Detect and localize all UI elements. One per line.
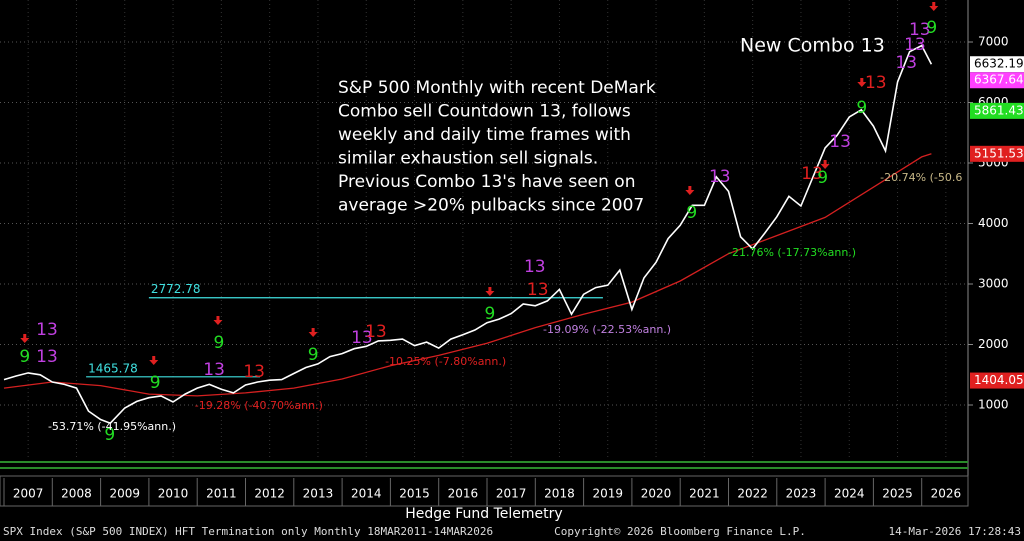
sell-arrow: [485, 287, 495, 297]
signal-label: 13: [203, 360, 225, 380]
signal-label: 13: [524, 257, 546, 277]
sell-arrow: [149, 355, 159, 365]
price-tag-label: 5151.53: [974, 146, 1024, 160]
note-line: average >20% pulbacks since 2007: [338, 196, 644, 216]
x-tick-label: 2011: [206, 487, 237, 501]
x-tick-label: 2023: [786, 487, 817, 501]
x-tick-label: 2024: [834, 487, 865, 501]
signal-label: 13: [909, 20, 931, 40]
x-tick-label: 2019: [592, 487, 623, 501]
note-line: Combo sell Countdown 13, follows: [338, 102, 631, 122]
x-tick-label: 2008: [61, 487, 92, 501]
footer-right: 14-Mar-2026 17:28:43: [889, 525, 1021, 538]
pullback-label: -20.74% (-50.6: [880, 171, 962, 184]
x-tick-label: 2018: [544, 487, 575, 501]
signal-label: 13: [895, 53, 917, 73]
x-tick-label: 2012: [254, 487, 285, 501]
price-tag: [970, 102, 1024, 119]
note-line: S&P 500 Monthly with recent DeMark: [338, 78, 656, 98]
price-tag: [970, 145, 1024, 162]
x-tick-label: 2016: [448, 487, 479, 501]
signal-label: 13: [527, 280, 549, 300]
price-tag: [970, 372, 1024, 389]
signal-label: 13: [365, 322, 387, 342]
pullback-label: -10.25% (-7.80%ann.): [385, 355, 506, 368]
signal-label: 13: [865, 73, 887, 93]
headline: New Combo 13: [740, 35, 885, 57]
signal-label: 13: [801, 164, 823, 184]
y-tick-label: 7000: [978, 34, 1009, 48]
signal-label: 9: [817, 168, 828, 188]
signal-label: 13: [36, 320, 58, 340]
footer-center: Copyright© 2026 Bloomberg Finance L.P.: [554, 525, 806, 538]
price-tag: [970, 72, 1024, 89]
signal-label: 13: [829, 132, 851, 152]
y-tick-label: 3000: [978, 276, 1009, 290]
note-line: Previous Combo 13's have seen on: [338, 172, 635, 192]
x-tick-label: 2021: [689, 487, 720, 501]
signal-label: 9: [19, 347, 30, 367]
sell-arrow: [857, 77, 867, 87]
x-tick-label: 2014: [351, 487, 382, 501]
sell-arrow: [685, 185, 695, 195]
x-tick-label: 2022: [737, 487, 768, 501]
series-line: [3, 44, 933, 425]
signal-label: 9: [484, 304, 495, 324]
sell-arrow: [308, 327, 318, 337]
price-tag-label: 5861.43: [974, 103, 1024, 117]
price-tag-label: 6367.64: [974, 73, 1024, 87]
sell-arrow: [20, 334, 30, 344]
signal-label: 13: [351, 328, 373, 348]
sell-arrow: [929, 1, 939, 11]
pullback-label: -19.28% (-40.70%ann.): [195, 399, 323, 412]
x-tick-label: 2010: [158, 487, 189, 501]
x-tick-label: 2007: [13, 487, 44, 501]
price-tag-label: 6632.19: [974, 57, 1024, 71]
x-tick-label: 2025: [882, 487, 913, 501]
y-tick-label: 1000: [978, 398, 1009, 412]
signal-label: 9: [308, 345, 319, 365]
signal-label: 13: [243, 362, 265, 382]
pullback-label: -53.71% (-41.95%ann.): [48, 420, 176, 433]
note-line: similar exhaustion sell signals.: [338, 149, 598, 169]
x-tick-label: 2026: [931, 487, 962, 501]
signal-label: 9: [856, 98, 867, 118]
x-axis-band: [0, 475, 969, 507]
sell-arrow: [820, 160, 830, 170]
footer: [0, 522, 1024, 541]
signal-label: 9: [686, 203, 697, 223]
y-tick-label: 2000: [978, 337, 1009, 351]
series-line: [3, 153, 932, 397]
price-tag-label: 1404.05: [974, 373, 1024, 387]
level-label: 2772.78: [151, 282, 201, 296]
signal-label: 9: [150, 373, 161, 393]
note-line: weekly and daily time frames with: [338, 125, 631, 145]
price-tag: [970, 56, 1024, 73]
y-tick-label: 4000: [978, 216, 1009, 230]
signal-label: 9: [104, 425, 115, 445]
x-tick-label: 2017: [496, 487, 527, 501]
signal-label: 9: [214, 333, 225, 353]
signal-label: 13: [709, 167, 731, 187]
x-tick-label: 2013: [303, 487, 334, 501]
level-label: 1465.78: [88, 361, 138, 375]
signal-label: 13: [904, 35, 926, 55]
caption: Hedge Fund Telemetry: [405, 506, 562, 522]
footer-left: SPX Index (S&P 500 INDEX) HFT Terminatio…: [3, 525, 493, 538]
signal-label: 13: [36, 347, 58, 367]
x-tick-label: 2009: [109, 487, 140, 501]
x-tick-label: 2015: [399, 487, 430, 501]
x-tick-label: 2020: [641, 487, 672, 501]
pullback-label: -19.09% (-22.53%ann.): [543, 323, 671, 336]
sell-arrow: [213, 315, 223, 325]
pullback-label: -21.76% (-17.73%ann.): [728, 246, 856, 259]
signal-label: 9: [926, 18, 937, 38]
